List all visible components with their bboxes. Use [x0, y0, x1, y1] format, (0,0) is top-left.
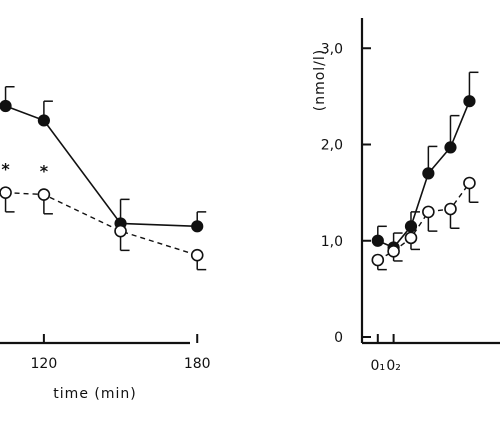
series-line-open: [377, 182, 471, 261]
data-point-open: [190, 248, 204, 262]
data-point-open: [463, 176, 476, 190]
data-point-filled: [191, 220, 204, 233]
series-line-open: [5, 191, 198, 256]
data-point-open: [422, 205, 435, 219]
data-point-open: [114, 224, 127, 238]
x-tick-label: 0₂: [386, 358, 401, 374]
x-axis-label: time (min): [53, 386, 136, 402]
y-tick-label: 2,0: [321, 138, 343, 154]
data-point-open: [37, 188, 51, 201]
data-point-filled: [404, 220, 418, 233]
significance-star: *: [40, 161, 49, 180]
y-tick-label: 1,0: [321, 234, 343, 250]
y-tick-label: 0: [334, 330, 343, 346]
data-point-filled: [463, 95, 476, 108]
data-point-filled: [37, 114, 50, 127]
y-tick-label: 3,0: [321, 41, 343, 57]
data-point-open: [0, 186, 12, 199]
right-panel: 0 1,0 2,0 3,0(nmol/l) 0₁ 0₂: [312, 18, 500, 374]
data-point-filled: [371, 234, 384, 247]
significance-star: *: [1, 160, 10, 179]
data-point-open: [444, 202, 457, 216]
series-line-filled: [5, 105, 198, 228]
data-point-filled: [444, 141, 457, 154]
data-point-filled: [422, 167, 435, 180]
data-point-open: [404, 231, 418, 245]
data-point-open: [371, 253, 385, 267]
x-tick-label: 120: [31, 356, 58, 372]
y-axis-label: (nmol/l): [312, 49, 328, 112]
data-point-filled: [0, 99, 12, 113]
data-point-open: [387, 245, 400, 258]
x-tick-label: 180: [184, 356, 211, 372]
x-tick-label: 0₁: [371, 358, 386, 374]
left-panel: 120 180 time (min) * *: [0, 86, 211, 402]
